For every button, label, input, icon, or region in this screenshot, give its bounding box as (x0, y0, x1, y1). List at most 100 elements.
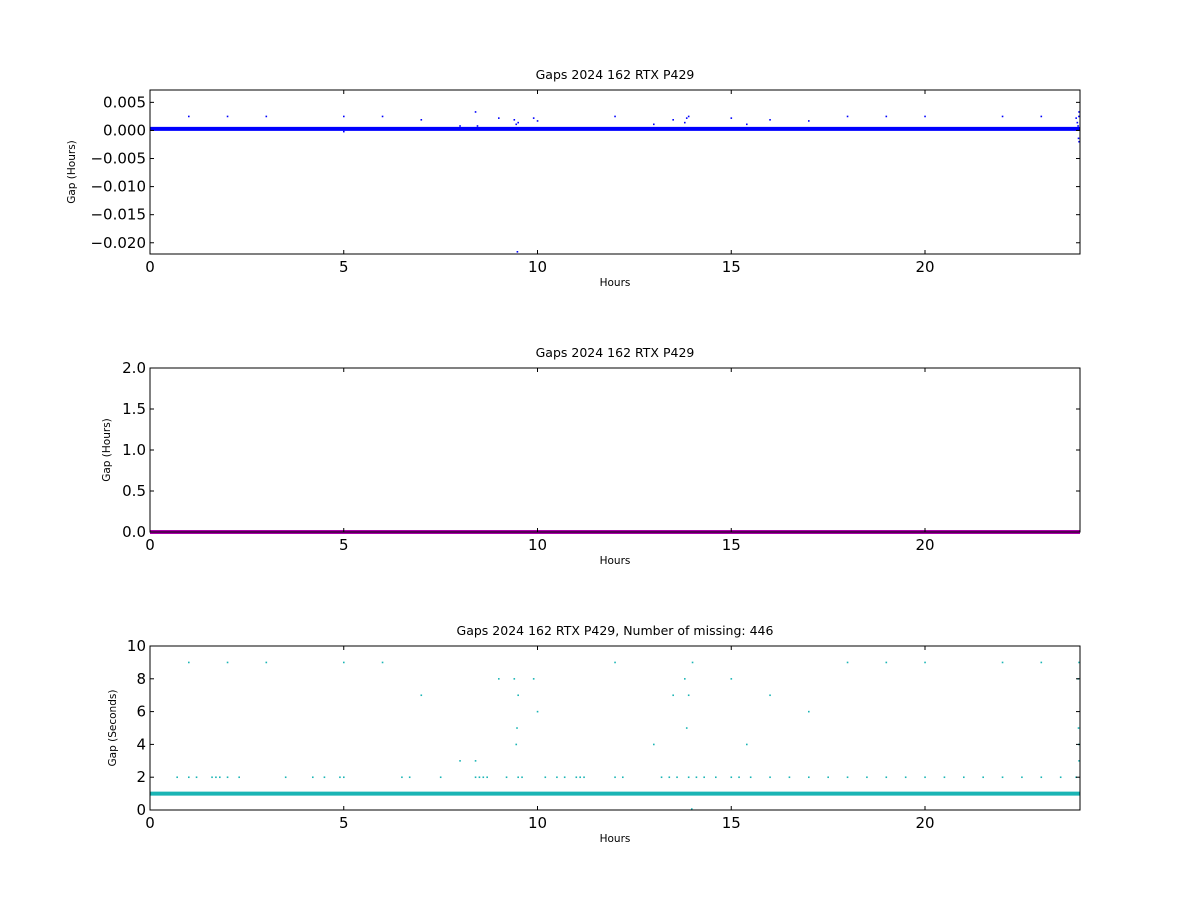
data-point (556, 776, 558, 779)
data-point (482, 776, 485, 779)
data-point (517, 694, 519, 697)
y-tick-label: −0.015 (90, 206, 146, 224)
data-point (943, 776, 946, 779)
data-point (846, 115, 849, 118)
x-tick-label: 10 (528, 258, 547, 276)
data-point (846, 776, 849, 779)
data-point (505, 776, 508, 779)
x-tick-label: 10 (528, 814, 547, 832)
data-point (924, 115, 926, 118)
data-point (474, 776, 477, 779)
data-point (614, 776, 616, 779)
y-tick-label: 4 (136, 735, 146, 753)
data-point (1075, 117, 1077, 119)
data-point (513, 678, 516, 680)
data-point (1059, 776, 1062, 779)
data-point (459, 760, 461, 762)
y-axis-label: Gap (Hours) (66, 140, 78, 204)
data-point (513, 119, 516, 121)
y-tick-label: 8 (136, 670, 146, 688)
data-point (579, 776, 581, 779)
data-point (474, 111, 477, 113)
data-point (653, 743, 655, 746)
y-tick-label: 0.0 (122, 523, 146, 541)
data-point (536, 120, 539, 122)
data-point (476, 125, 479, 127)
data-point (215, 776, 217, 779)
data-point (478, 776, 481, 779)
data-point (188, 776, 190, 779)
data-point (1076, 121, 1079, 124)
data-point (408, 776, 411, 779)
x-tick-label: 15 (722, 536, 741, 554)
chart-panel-2: 0 5 10 15 20 2.0 1.5 1.0 0.5 0.0 Gaps 2024 162 RTX… (101, 345, 1081, 567)
data-point (343, 130, 345, 133)
y-tick-label: −0.010 (90, 178, 146, 196)
data-point (312, 776, 314, 779)
data-point (211, 776, 213, 779)
data-point (1078, 760, 1080, 762)
chart-title: Gaps 2024 162 RTX P429 (536, 67, 695, 82)
data-point (498, 117, 500, 119)
data-point (401, 776, 403, 779)
data-point (498, 678, 500, 680)
data-point (808, 776, 810, 779)
data-point (517, 776, 519, 779)
data-point (486, 776, 488, 779)
data-point (730, 117, 733, 119)
data-point (885, 115, 888, 118)
x-tick-label: 20 (915, 814, 934, 832)
data-point (614, 115, 616, 118)
data-point (517, 121, 519, 124)
chart-title: Gaps 2024 162 RTX P429, Number of missin… (457, 623, 774, 638)
y-tick-label: 1.5 (122, 400, 146, 418)
x-tick-label: 0 (145, 258, 155, 276)
y-axis-label: Gap (Hours) (101, 418, 113, 482)
x-tick-label: 5 (339, 536, 349, 554)
y-tick-label: 10 (127, 637, 146, 655)
data-point (1040, 115, 1043, 118)
data-point (1078, 115, 1080, 118)
data-point (687, 115, 690, 118)
chart-panel-1: 0 5 10 15 20 0.005 0.000 −0.005 −0.010 −0.015 −0.0… (66, 67, 1081, 289)
data-point (265, 115, 268, 118)
data-point (687, 776, 690, 779)
x-axis-label: Hours (600, 277, 631, 289)
data-point (668, 776, 671, 779)
data-point (544, 776, 547, 779)
data-point (691, 128, 694, 131)
data-point (924, 661, 926, 664)
data-point (622, 776, 624, 779)
data-point (1078, 111, 1080, 113)
x-axis-label: Hours (600, 555, 631, 567)
data-point (1040, 661, 1043, 664)
data-point (459, 125, 461, 127)
data-point (885, 776, 888, 779)
data-point (521, 776, 523, 779)
data-point (532, 117, 535, 119)
x-tick-label: 20 (915, 536, 934, 554)
data-point (420, 119, 423, 121)
data-point (749, 776, 752, 779)
data-point (532, 678, 535, 680)
data-point (660, 776, 663, 779)
y-tick-label: 0.005 (103, 93, 146, 111)
data-point (219, 776, 221, 779)
data-point (1077, 125, 1079, 127)
data-point (684, 678, 686, 680)
axes-frame (149, 645, 1081, 811)
x-tick-label: 5 (339, 814, 349, 832)
data-point (676, 776, 678, 779)
data-point (614, 661, 616, 664)
data-point (730, 678, 733, 680)
x-tick-label: 20 (915, 258, 934, 276)
y-tick-label: 2.0 (122, 359, 146, 377)
data-point (982, 776, 984, 779)
y-axis-label: Gap (Seconds) (107, 690, 119, 767)
data-point (238, 776, 240, 779)
data-point (684, 121, 686, 124)
data-point (904, 776, 907, 779)
data-point (323, 776, 326, 779)
